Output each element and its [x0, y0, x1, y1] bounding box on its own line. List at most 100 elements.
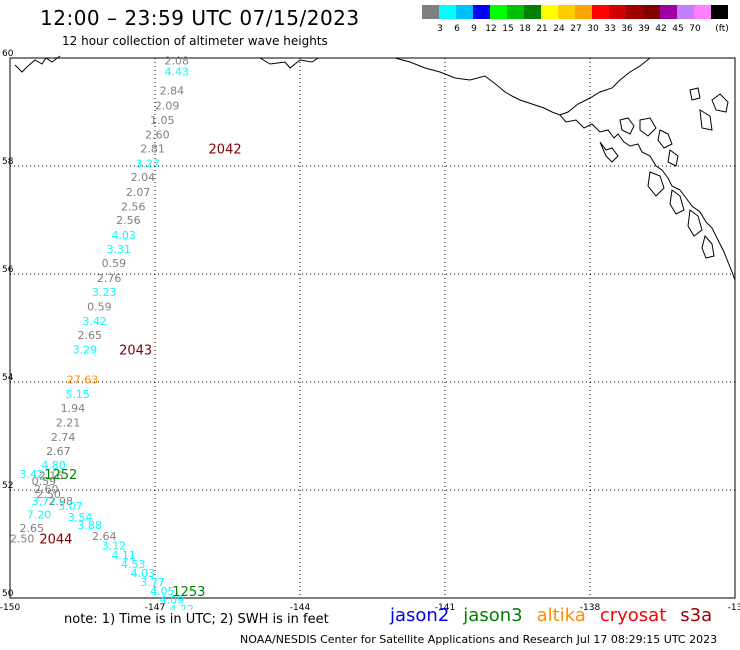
wave-height-value: 2.07: [126, 186, 151, 199]
wave-height-value: 5.15: [65, 388, 90, 401]
colorbar-swatch: [473, 5, 490, 19]
colorbar-tick-label: 39: [638, 24, 650, 33]
alaska-coastline: [14, 55, 736, 281]
colorbar-tick-label: 27: [570, 24, 581, 33]
wave-height-value: 2.67: [46, 445, 71, 458]
wave-height-value: 3.07: [58, 500, 83, 513]
satellite-legend-item: jason3: [463, 605, 523, 626]
longitude-label: -147: [145, 603, 165, 610]
longitude-label: -138: [580, 603, 601, 610]
wave-height-value: 0.59: [87, 300, 112, 313]
wave-height-value: 4.03: [131, 567, 156, 580]
wave-height-value: 2.65: [78, 329, 103, 342]
colorbar-swatch: [439, 5, 456, 19]
latitude-label: 60: [2, 49, 14, 59]
credit-line: NOAA/NESDIS Center for Satellite Applica…: [240, 633, 718, 646]
wave-height-value: 0.59: [102, 257, 127, 270]
wave-height-observations: 2.084.432.842.091.052.602.813.272.042.07…: [10, 55, 194, 610]
satellite-pass-labels: 2042 2043 1252 2044 1253: [39, 143, 241, 600]
wave-height-value: 4.43: [165, 66, 190, 79]
wave-height-value: 2.50: [10, 533, 35, 546]
colorbar-swatch: [507, 5, 524, 19]
longitude-label: -141: [435, 603, 455, 610]
colorbar-swatch: [541, 5, 558, 19]
wave-height-value: 2.74: [51, 431, 76, 444]
wave-height-value: 3.77: [140, 576, 165, 589]
colorbar-tick-label: 70: [689, 24, 701, 33]
lat-lon-grid: [9, 57, 736, 599]
colorbar-tick-label: 36: [621, 24, 633, 33]
orbit-pass-label: 1253: [172, 585, 205, 600]
longitude-label: -150: [0, 603, 20, 610]
wave-height-value: 2.76: [97, 272, 122, 285]
satellite-legend-item: jason2: [390, 605, 450, 626]
colorbar-swatch: [524, 5, 541, 19]
wave-height-value: 7.20: [27, 508, 52, 521]
orbit-pass-label: 2042: [209, 143, 242, 158]
satellite-legend: jason2 jason3 altika cryosat s3a: [390, 605, 726, 626]
wave-height-value: 2.04: [131, 171, 156, 184]
colorbar-swatch: [609, 5, 626, 19]
colorbar-swatch: [490, 5, 507, 19]
wave-height-value: 2.56: [121, 201, 146, 214]
colorbar-tick-label: 45: [672, 24, 683, 33]
latitude-label: 58: [2, 157, 14, 167]
wave-height-colorbar: 3 6 9 12 15 18 21 24 27 30 33 36 39 42 45 70 (ft): [422, 5, 729, 33]
colorbar-tick-label: 30: [587, 24, 599, 33]
map-title: 12:00 – 23:59 UTC 07/15/2023: [40, 6, 360, 30]
colorbar-swatch: [626, 5, 643, 19]
wave-height-value: 3.12: [102, 540, 127, 553]
colorbar-tick-label: 42: [655, 24, 666, 33]
colorbar-tick-label: 15: [502, 24, 513, 33]
wave-height-value: 2.09: [155, 100, 180, 113]
orbit-pass-label: 1252: [44, 468, 77, 483]
island-coastline: [559, 57, 729, 259]
longitude-label: -13: [728, 603, 740, 610]
colorbar-tick-label: 9: [471, 24, 477, 33]
wave-height-value: 1.94: [61, 402, 86, 415]
colorbar-tick-label: 12: [485, 24, 496, 33]
wave-height-value: 1.05: [150, 114, 175, 127]
satellite-legend-item: cryosat: [599, 605, 667, 626]
wave-height-value: 3.42: [82, 315, 107, 328]
map-frame: [9, 57, 736, 599]
wave-height-value: 4.05: [150, 585, 175, 598]
wave-height-value: 2.98: [49, 495, 74, 508]
wave-height-value: 4.03: [111, 229, 136, 242]
colorbar-unit-label: (ft): [715, 24, 729, 33]
wave-height-value: 2.60: [34, 483, 59, 496]
wave-height-value: 2.16: [39, 469, 64, 482]
colorbar-swatch: [643, 5, 660, 19]
wave-height-value: 4.22: [169, 603, 194, 610]
colorbar-swatch: [575, 5, 592, 19]
satellite-legend-item: s3a: [680, 605, 713, 626]
wave-height-value: 2.50: [36, 488, 61, 501]
wave-height-value: 3.54: [68, 511, 93, 524]
wave-height-value: 3.42: [20, 468, 45, 481]
satellite-legend-item: altika: [536, 605, 586, 626]
wave-height-value: 3.31: [107, 243, 132, 256]
wave-height-value: 0.59: [32, 475, 57, 488]
wave-height-value: 2.65: [20, 522, 45, 535]
wave-height-value: 4.11: [111, 549, 136, 562]
wave-height-value: 27.63: [67, 373, 99, 386]
orbit-pass-label: 2044: [39, 533, 72, 548]
wave-height-value: 4.53: [121, 558, 146, 571]
colorbar-swatch: [694, 5, 711, 19]
wave-height-value: 3.23: [92, 286, 117, 299]
axis-labels: -150 -147 -144 -141 -138 -13 60 58 56 54 52 50: [0, 49, 740, 610]
colorbar-tick-label: 24: [553, 24, 565, 33]
wave-height-value: 2.81: [140, 143, 165, 156]
wave-height-value: 2.21: [56, 417, 81, 430]
colorbar-swatch: [711, 5, 728, 19]
colorbar-tick-label: 3: [437, 24, 443, 33]
colorbar-swatch: [558, 5, 575, 19]
latitude-label: 50: [2, 589, 14, 599]
colorbar-tick-label: 33: [604, 24, 615, 33]
colorbar-swatch: [456, 5, 473, 19]
longitude-label: -144: [290, 603, 311, 610]
wave-height-value: 2.84: [160, 84, 185, 97]
colorbar-tick-label: 6: [454, 24, 460, 33]
colorbar-swatch: [660, 5, 677, 19]
wave-height-value: 2.64: [92, 530, 117, 543]
